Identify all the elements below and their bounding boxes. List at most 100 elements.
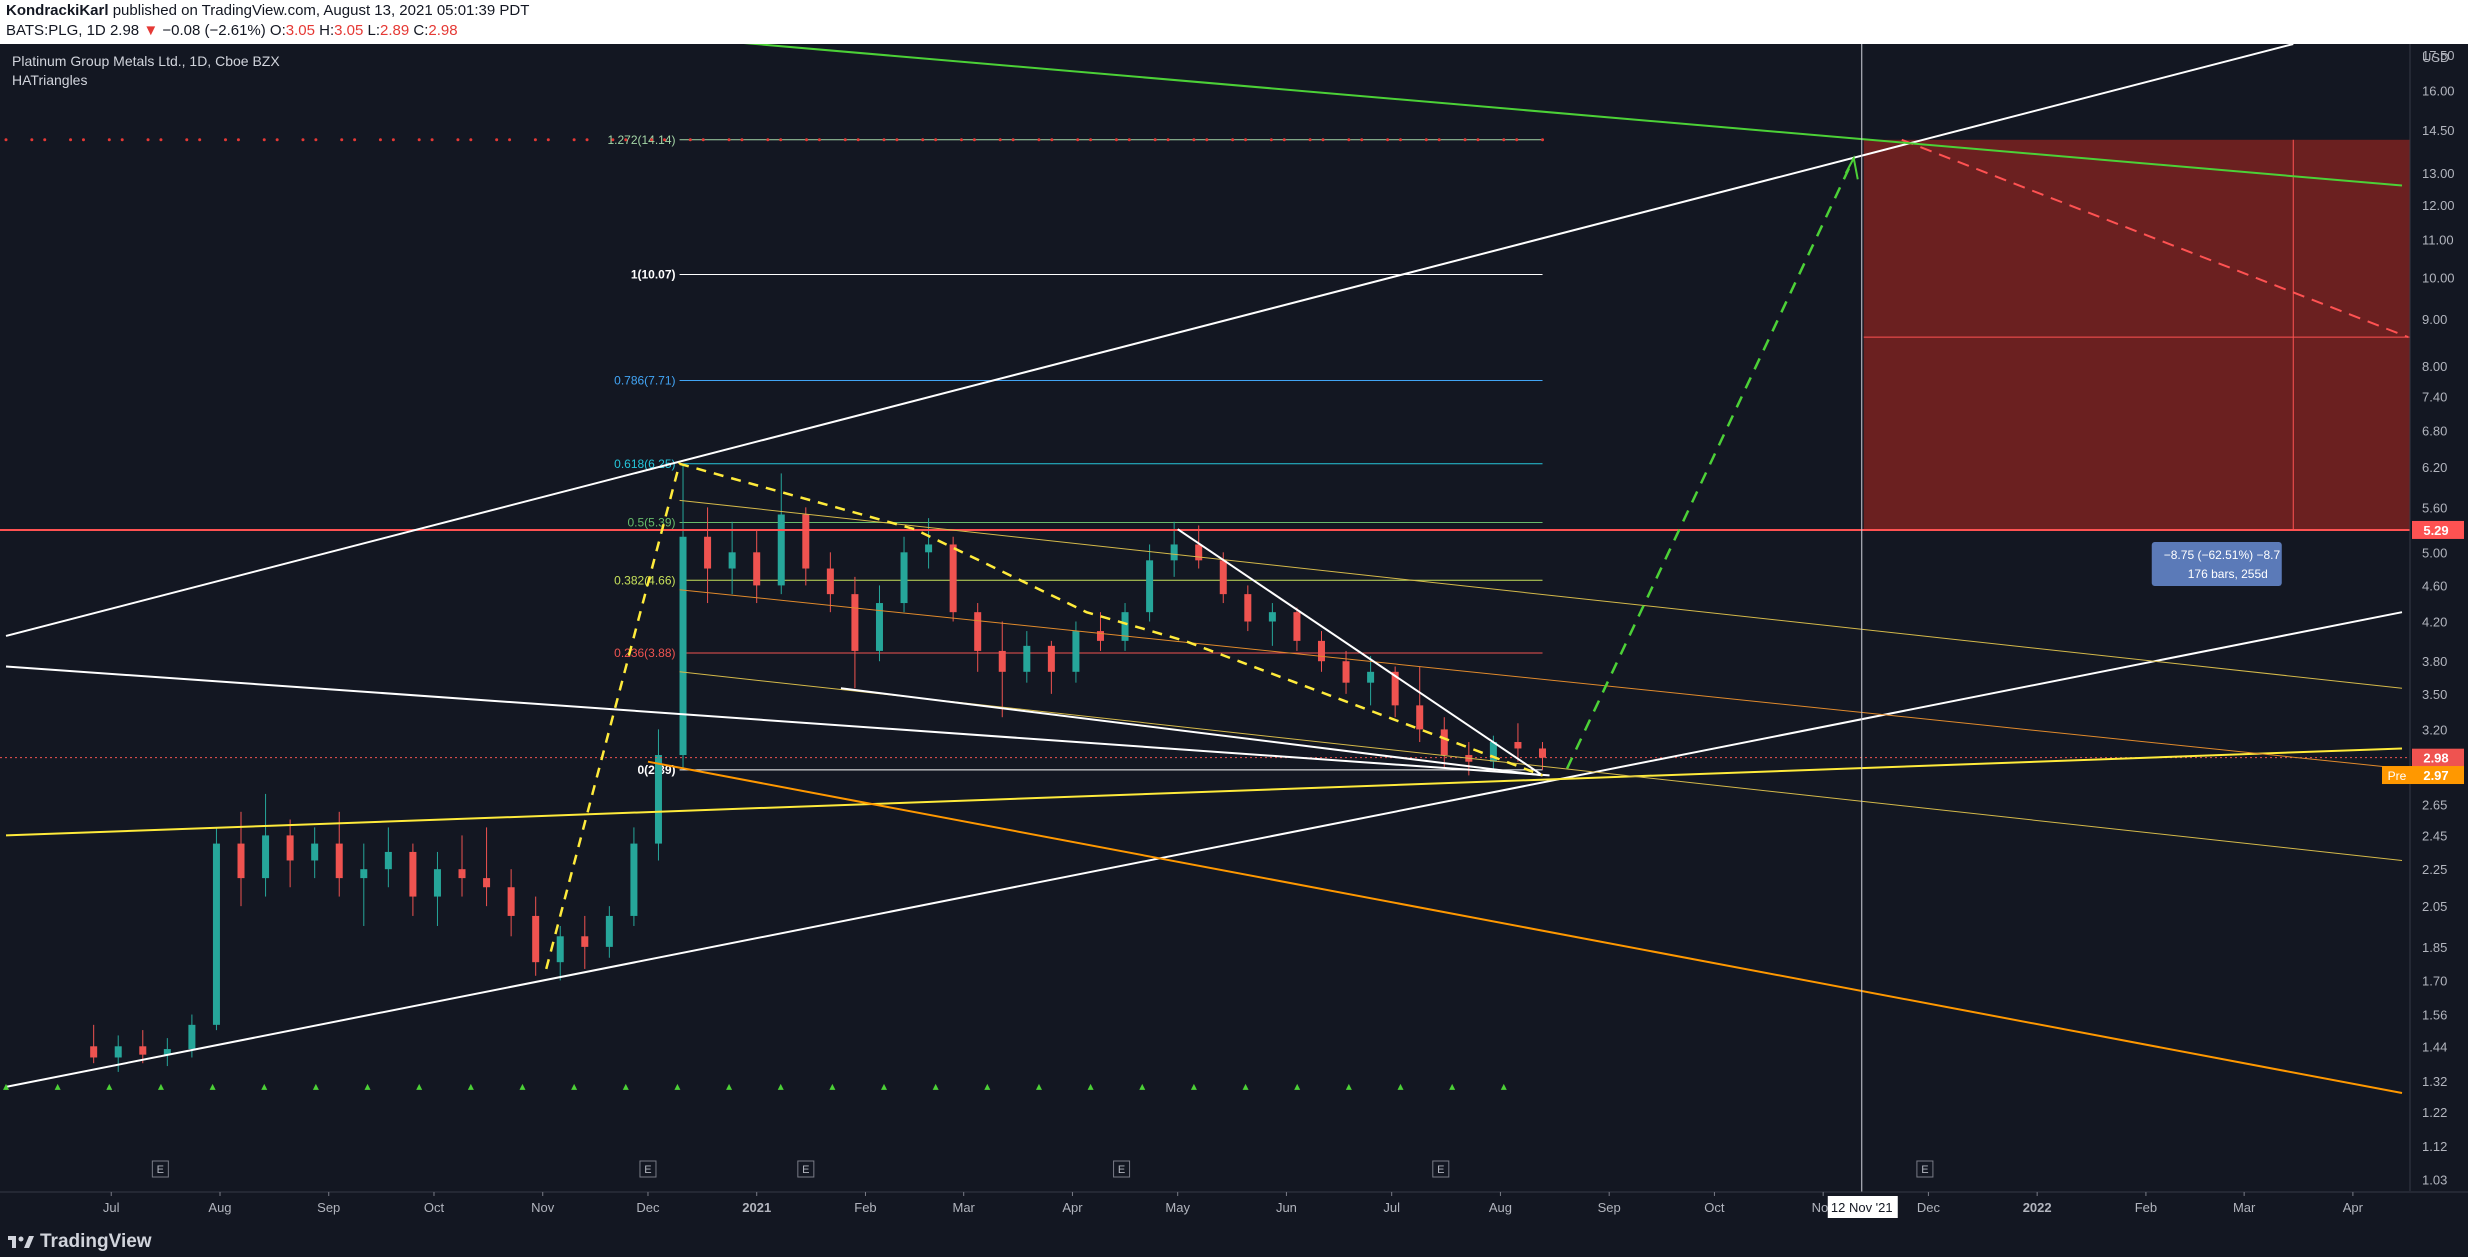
y-tick-label: 2.25 [2422, 862, 2447, 877]
candle-body [212, 843, 220, 1025]
y-tick-label: 1.12 [2422, 1139, 2447, 1154]
sell-signal-dot [314, 138, 318, 142]
earnings-marker [1916, 1160, 1934, 1178]
buy-signal-triangle [1397, 1083, 1404, 1090]
buy-signal-triangle [984, 1083, 991, 1090]
buy-signal-triangle [3, 1083, 9, 1090]
low-value: 2.89 [380, 22, 410, 39]
pitchfork-line [679, 589, 2403, 769]
earnings-marker-label: E [1437, 1164, 1444, 1176]
sell-signal-dot [378, 138, 382, 142]
candle-body [409, 851, 417, 897]
open-label: O: [269, 22, 286, 39]
buy-signal-triangle [519, 1083, 526, 1090]
buy-signal-triangle [1242, 1083, 1249, 1090]
earnings-marker [151, 1160, 169, 1178]
buy-signal-triangle [312, 1083, 319, 1090]
sell-signal-dot [1398, 138, 1402, 142]
buy-signal-triangle [622, 1083, 629, 1090]
sell-signal-dot [1386, 138, 1390, 142]
sell-signal-dot [727, 138, 731, 142]
sell-signal-dot [1076, 138, 1080, 142]
x-tick-label: May [1165, 1200, 1190, 1215]
sell-signal-dot [779, 138, 783, 142]
sell-signal-dot [1360, 138, 1364, 142]
sell-signal-dot [1153, 138, 1157, 142]
sell-signal-dot [1424, 138, 1428, 142]
y-tick-label: 1.85 [2422, 940, 2447, 955]
sell-signal-dot [843, 138, 847, 142]
chart-legend: Platinum Group Metals Ltd., 1D, Cboe BZX… [12, 52, 280, 90]
x-tick-label: Sep [1598, 1200, 1621, 1215]
tradingview-logo[interactable]: TradingView [8, 1231, 152, 1253]
buy-signal-triangle [261, 1083, 268, 1090]
buy-signal-triangle [106, 1083, 113, 1090]
y-tick-label: 11.00 [2422, 232, 2454, 247]
sell-signal-dot [1244, 138, 1248, 142]
sell-signal-dot [1282, 138, 1286, 142]
publisher-name[interactable]: KondrackiKarl [6, 2, 109, 19]
earnings-marker-label: E [1118, 1164, 1125, 1176]
sell-signal-dot [1050, 138, 1054, 142]
sell-signal-dot [1541, 138, 1545, 142]
candle-layer [90, 463, 1546, 1072]
buy-signal-triangle [881, 1083, 888, 1090]
candle-body [556, 936, 564, 963]
buy-signal-triangle [54, 1083, 61, 1090]
sell-signal-dot [456, 138, 460, 142]
open-value: 3.05 [285, 22, 315, 39]
sell-signal-dot [1192, 138, 1196, 142]
legend-title[interactable]: Platinum Group Metals Ltd., 1D, Cboe BZX [12, 53, 280, 69]
x-tick-label: Aug [208, 1200, 231, 1215]
candle-body [1023, 645, 1031, 672]
y-tick-label: 10.00 [2422, 270, 2455, 285]
candle-body [630, 843, 638, 916]
buy-signal-triangle [674, 1083, 681, 1090]
currency-label: USD [2422, 50, 2449, 65]
legend-indicator[interactable]: HATriangles [12, 72, 88, 88]
candle-body [188, 1024, 196, 1050]
sell-signal-dot [417, 138, 421, 142]
fib-level-label: 0.382(4.66) [614, 573, 675, 587]
candle-body [1244, 594, 1252, 622]
sell-signal-dot [998, 138, 1002, 142]
x-tick-label: Oct [424, 1200, 445, 1215]
triangle-upper-line [1177, 528, 1544, 777]
sell-signal-dot [572, 138, 576, 142]
sell-signal-dot [1476, 138, 1480, 142]
candle-body [802, 514, 810, 569]
candle-body [1489, 742, 1497, 762]
close-value: 2.98 [428, 22, 458, 39]
y-tick-label: 2.05 [2422, 899, 2447, 914]
candle-body [114, 1046, 122, 1058]
x-tick-label: 2022 [2023, 1200, 2052, 1215]
sell-signal-dot [766, 138, 770, 142]
candle-body [900, 552, 908, 604]
candle-body [1146, 560, 1154, 613]
candle-body [875, 603, 883, 651]
cursor-date-label: 12 Nov '21 [1831, 1200, 1893, 1215]
fibonacci-layer: 1.272(14.14) 1(10.07) 0.786(7.71) 0.618(6.2… [607, 133, 1543, 777]
buy-signal-triangle [1087, 1083, 1094, 1090]
x-tick-label: 2021 [742, 1200, 771, 1215]
high-label: H: [319, 22, 335, 39]
marker-layer: −8.75 (−62.51%) −8.7 176 bars, 255d E E E E E E [3, 138, 2282, 1178]
bullish-projection-path [1565, 157, 1855, 770]
sell-signal-dot [340, 138, 344, 142]
x-tick-label: Feb [2135, 1200, 2157, 1215]
buy-signal-triangle [364, 1083, 371, 1090]
sell-signal-dot [159, 138, 163, 142]
price-axis-badge-label: 5.29 [2423, 523, 2448, 538]
buy-signal-triangle [209, 1083, 216, 1090]
y-tick-label: 3.50 [2422, 687, 2447, 702]
sell-signal-dot [120, 138, 124, 142]
buy-signal-triangle [1139, 1083, 1146, 1090]
sell-signal-dot [546, 138, 550, 142]
buy-signal-triangle [1035, 1083, 1042, 1090]
y-tick-label: 2.65 [2422, 797, 2447, 812]
sell-signal-dot [146, 138, 150, 142]
tradingview-logo-icon [8, 1236, 34, 1248]
price-chart[interactable]: 1.272(14.14) 1(10.07) 0.786(7.71) 0.618(6.2… [0, 44, 2468, 1226]
fib-level-label: 1.272(14.14) [607, 133, 675, 147]
price-change: −0.08 (−2.61%) [162, 22, 266, 39]
